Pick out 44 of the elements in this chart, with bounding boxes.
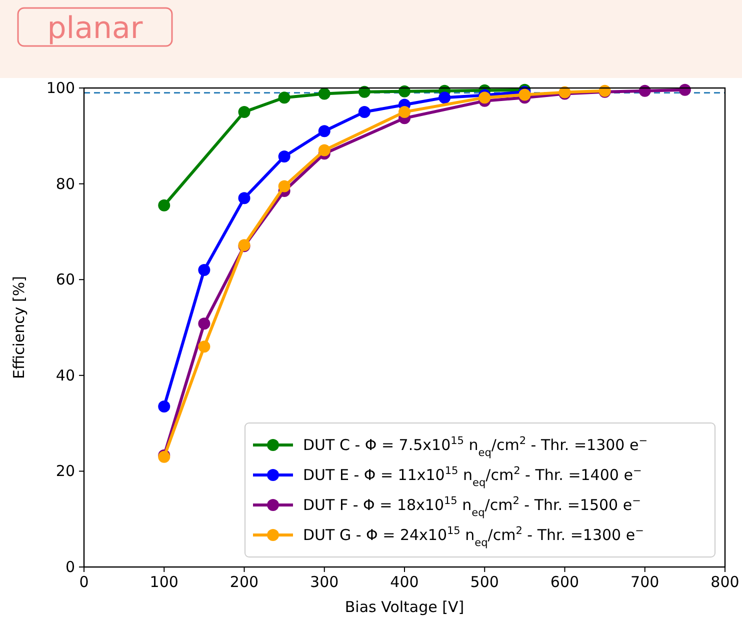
y-tick-label: 80: [56, 174, 75, 193]
point: [398, 106, 410, 118]
x-tick-label: 200: [230, 573, 259, 591]
x-tick-label: 600: [550, 573, 580, 591]
x-tick-label: 500: [470, 573, 499, 591]
point: [278, 150, 290, 162]
x-tick-label: 400: [390, 573, 419, 591]
point: [398, 85, 410, 98]
point: [318, 125, 330, 138]
point: [318, 144, 330, 156]
point: [158, 199, 170, 212]
y-tick-label: 0: [65, 558, 75, 576]
point: [198, 318, 210, 330]
x-axis-title: Bias Voltage [V]: [344, 598, 464, 616]
point: [678, 84, 691, 96]
x-tick-label: 300: [310, 573, 339, 591]
chart-title: planar: [47, 11, 144, 46]
point: [278, 180, 290, 192]
y-tick-label: 20: [56, 462, 75, 480]
x-tick-label: 100: [150, 573, 178, 591]
point: [358, 86, 370, 98]
point: [318, 88, 330, 100]
point: [478, 92, 491, 104]
y-axis-title: Efficiency [%]: [10, 276, 28, 379]
point: [158, 400, 170, 413]
x-tick-label: 0: [79, 573, 89, 591]
y-tick-label: 40: [56, 366, 75, 384]
legend-label: DUT G - Φ = 24x10$^{15}$ n$_{eq}$/cm$^{2}$ - Thr. =1300 e$^{−}$: [303, 525, 644, 549]
point: [438, 92, 451, 104]
point: [358, 106, 370, 118]
point: [238, 192, 250, 204]
point: [638, 84, 651, 97]
point: [278, 92, 290, 104]
point: [198, 340, 210, 353]
legend-label: DUT C - Φ = 7.5x10$^{15}$ n$_{eq}$/cm$^{2}$ - Thr. =1300 e$^{−}$: [303, 435, 648, 459]
y-tick-label: 100: [46, 79, 75, 97]
point: [238, 106, 250, 118]
point: [198, 264, 210, 276]
x-tick-label: 800: [710, 573, 740, 591]
point: [518, 88, 531, 101]
x-tick-label: 700: [630, 573, 660, 591]
legend-label: DUT E - Φ = 11x10$^{15}$ n$_{eq}$/cm$^{2}$ - Thr. =1400 e$^{−}$: [303, 465, 642, 489]
legend-label: DUT F - Φ = 18x10$^{15}$ n$_{eq}$/cm$^{2}$ - Thr. =1500 e$^{−}$: [303, 495, 641, 519]
y-tick-label: 60: [56, 270, 75, 289]
